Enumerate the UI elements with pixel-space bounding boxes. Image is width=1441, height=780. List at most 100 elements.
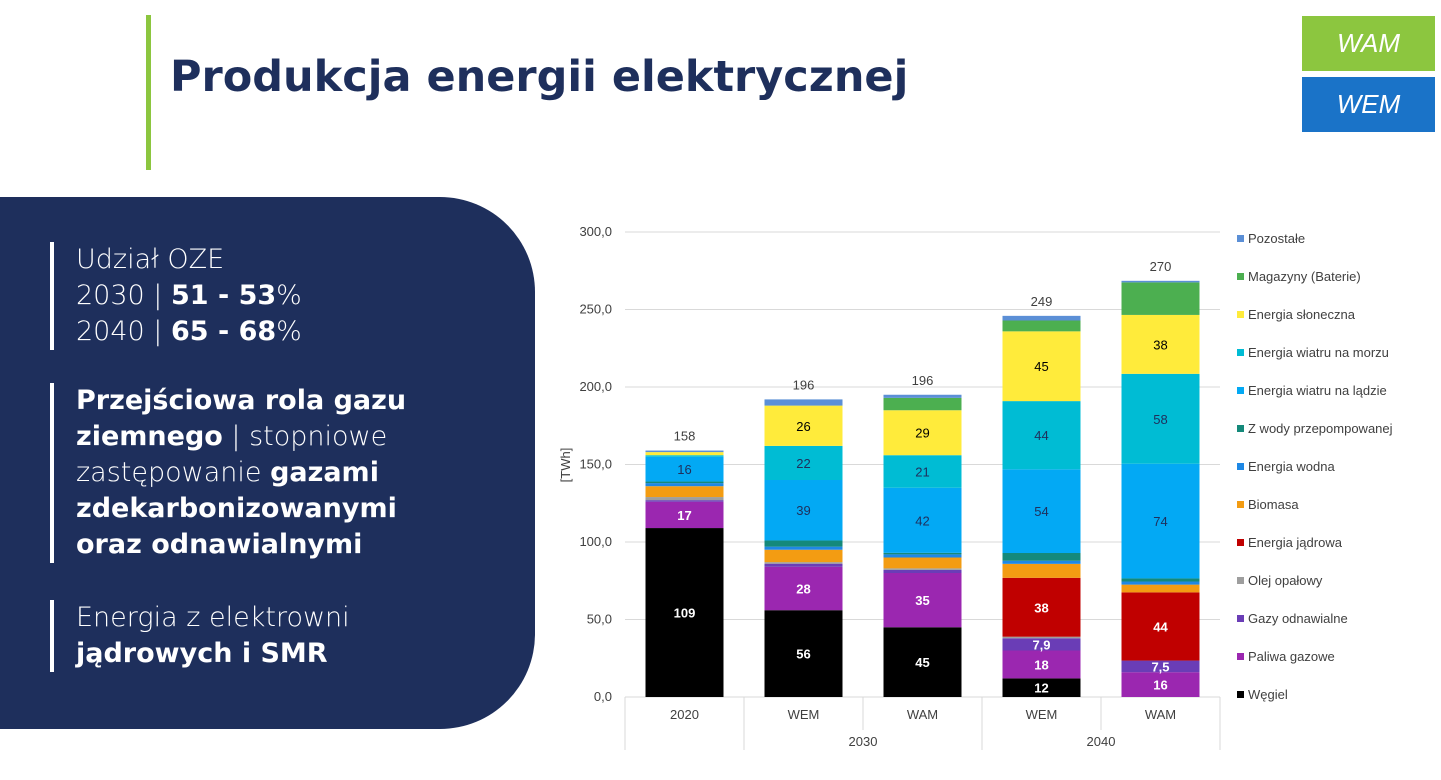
data-label: 7,5 [1151, 659, 1169, 674]
legend-swatch [1237, 234, 1244, 242]
bar-segment [764, 610, 843, 697]
x-tick-label: WAM [1145, 707, 1176, 722]
data-label: 21 [915, 464, 929, 479]
bar-segment [883, 397, 962, 411]
gas-line-4: zdekarbonizowanymi [76, 493, 397, 524]
gas-line-2: ziemnego | stopniowe [76, 421, 388, 452]
bar-segment [1002, 636, 1081, 639]
legend-item: Energia wiatru na lądzie [1237, 382, 1387, 398]
data-label: 26 [796, 419, 810, 434]
bar-segment [764, 563, 843, 567]
data-label: 17 [677, 508, 691, 523]
legend-item: Energia jądrowa [1237, 534, 1342, 550]
legend-label: Energia wodna [1248, 458, 1335, 474]
bar-segment [883, 573, 962, 628]
data-label: 58 [1153, 412, 1167, 427]
gas-role-block: Przejściowa rola gazu ziemnego | stopnio… [50, 383, 456, 563]
bar-segment [645, 481, 724, 484]
data-label: 109 [674, 606, 696, 621]
bar-segment [883, 568, 962, 570]
bar-segment [1002, 469, 1081, 554]
bar-segment [645, 455, 724, 457]
x-group-label: 2030 [849, 734, 878, 749]
nuclear-line-2: jądrowych i SMR [76, 638, 328, 669]
bar-segment [1002, 577, 1081, 637]
data-label: 44 [1034, 428, 1048, 443]
y-tick-label: 0,0 [594, 689, 612, 704]
bar-segment [645, 450, 724, 453]
bar-segment [1121, 373, 1200, 464]
data-label: 7,9 [1032, 637, 1050, 652]
y-tick-label: 150,0 [579, 457, 612, 472]
data-label: 22 [796, 456, 810, 471]
bar-segment [1121, 672, 1200, 697]
oze-label: Udział OZE [76, 244, 225, 275]
legend-item: Gazy odnawialne [1237, 610, 1348, 626]
bar-segment [1002, 401, 1081, 470]
y-tick-label: 50,0 [587, 612, 612, 627]
bar-segment [764, 566, 843, 611]
nuclear-line-1: Energia z elektrowni [76, 602, 350, 633]
bar-segment [883, 394, 962, 398]
data-label: 45 [1034, 359, 1048, 374]
legend-label: Energia słoneczna [1248, 306, 1355, 322]
total-label: 158 [674, 429, 696, 444]
legend-label: Z wody przepompowanej [1248, 420, 1393, 436]
gas-line-1: Przejściowa rola gazu [76, 385, 407, 416]
bar-segment [764, 399, 843, 406]
x-tick-label: WEM [1026, 707, 1058, 722]
y-tick-label: 100,0 [579, 534, 612, 549]
legend-label: Magazyny (Baterie) [1248, 268, 1361, 284]
legend-swatch [1237, 652, 1244, 660]
legend-swatch [1237, 462, 1244, 470]
data-label: 39 [796, 503, 810, 518]
x-tick-label: WEM [788, 707, 820, 722]
legend-swatch [1237, 576, 1244, 584]
bar-segment [1121, 578, 1200, 582]
data-label: 29 [915, 426, 929, 441]
total-label: 196 [912, 373, 934, 388]
bar-segment [645, 452, 724, 456]
bar-segment [1002, 560, 1081, 564]
bar-segment [883, 557, 962, 569]
legend-item: Energia wiatru na morzu [1237, 344, 1389, 360]
bar-segment [1121, 280, 1200, 283]
bar-segment [645, 500, 724, 502]
x-tick-label: WAM [907, 707, 938, 722]
total-label: 270 [1150, 259, 1172, 274]
data-label: 38 [1034, 600, 1048, 615]
bar-segment [1121, 584, 1200, 593]
wem-scenario-button[interactable]: WEM [1302, 77, 1435, 132]
bar-segment [1002, 638, 1081, 651]
nuclear-block: Energia z elektrowni jądrowych i SMR [50, 600, 350, 672]
bar-segment [764, 562, 843, 564]
data-label: 18 [1034, 657, 1048, 672]
legend-label: Gazy odnawialne [1248, 610, 1348, 626]
legend-swatch [1237, 310, 1244, 318]
wam-scenario-button[interactable]: WAM [1302, 16, 1435, 71]
bar-segment [645, 497, 724, 501]
legend-item: Węgiel [1237, 686, 1288, 702]
legend-label: Olej opałowy [1248, 572, 1323, 588]
data-label: 16 [1153, 678, 1167, 693]
data-label: 54 [1034, 504, 1048, 519]
legend-label: Energia wiatru na morzu [1248, 344, 1389, 360]
bar-segment [1121, 282, 1200, 315]
bar-segment [645, 456, 724, 482]
title-accent-bar [146, 15, 151, 170]
bar-segment [645, 483, 724, 487]
bar-segment [1121, 660, 1200, 673]
legend-swatch [1237, 272, 1244, 280]
bar-segment [1002, 331, 1081, 402]
gas-line-3: zastępowanie gazami [76, 457, 379, 488]
summary-panel [0, 197, 535, 729]
legend-swatch [1237, 386, 1244, 394]
oze-2040-line: 2040 | 65 - 68% [76, 316, 302, 347]
legend-label: Paliwa gazowe [1248, 648, 1335, 664]
bar-segment [1002, 320, 1081, 332]
x-tick-label: 2020 [670, 707, 699, 722]
oze-share-block: Udział OZE 2030 | 51 - 53% 2040 | 65 - 6… [50, 242, 302, 350]
bar-segment [1121, 592, 1200, 661]
y-tick-label: 200,0 [579, 379, 612, 394]
legend-swatch [1237, 614, 1244, 622]
